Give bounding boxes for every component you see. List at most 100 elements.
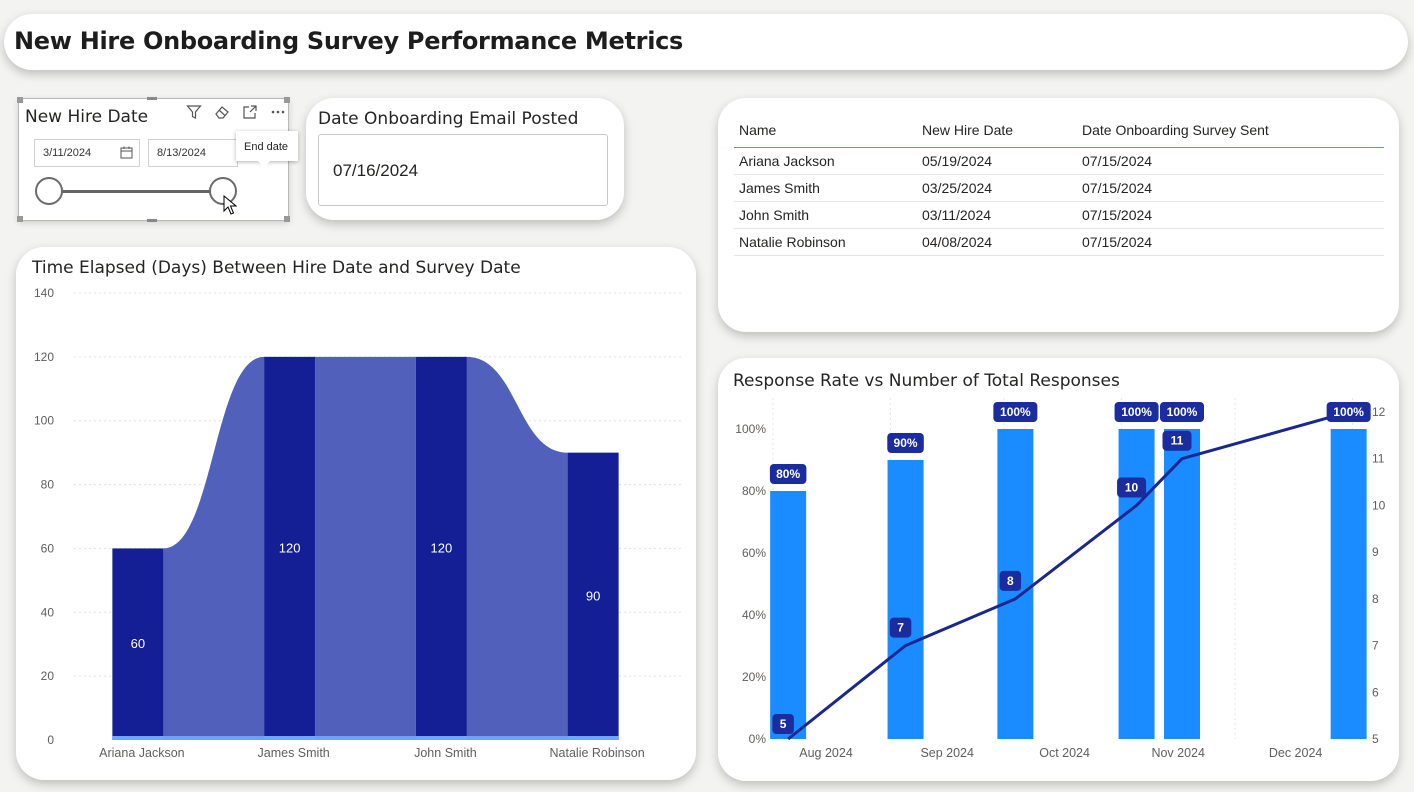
data-label: 90 bbox=[586, 588, 600, 603]
new-hire-table-card: Name New Hire Date Date Onboarding Surve… bbox=[718, 98, 1399, 332]
data-label: 120 bbox=[431, 540, 453, 555]
data-label: 5 bbox=[780, 717, 787, 731]
resize-handle[interactable] bbox=[284, 216, 290, 222]
time-elapsed-ribbon-chart[interactable]: 0 20 40 60 80 100 120 140 60 120 120 90 Ariana Jacks… bbox=[16, 247, 696, 780]
y-left-tick-label: 20% bbox=[742, 670, 766, 684]
x-tick-label: Dec 2024 bbox=[1269, 746, 1323, 760]
line-data-label: 7 bbox=[889, 617, 912, 638]
y-tick-label: 140 bbox=[34, 286, 54, 300]
bar[interactable] bbox=[264, 356, 316, 740]
y-tick-label: 80 bbox=[41, 478, 55, 492]
y-tick-label: 40 bbox=[41, 605, 55, 619]
ribbon-segment[interactable] bbox=[315, 356, 416, 740]
y-left-tick-label: 80% bbox=[742, 484, 766, 498]
bar-data-label: 90% bbox=[887, 433, 924, 453]
x-tick-label: Natalie Robinson bbox=[550, 746, 645, 760]
series-line[interactable] bbox=[787, 410, 1350, 741]
x-tick-label: Oct 2024 bbox=[1039, 746, 1090, 760]
y-right-tick-label: 7 bbox=[1372, 639, 1379, 653]
bar-data-label: 100% bbox=[993, 402, 1038, 422]
data-label-bg bbox=[993, 402, 1038, 422]
line-data-label: 8 bbox=[999, 570, 1022, 591]
x-tick-label: Sep 2024 bbox=[920, 746, 974, 760]
bar[interactable] bbox=[567, 452, 619, 740]
column-header-hire-date[interactable]: New Hire Date bbox=[917, 113, 1077, 148]
bar[interactable] bbox=[887, 460, 924, 739]
y-right-tick-label: 11 bbox=[1372, 452, 1385, 466]
tooltip-text: End date bbox=[244, 141, 289, 153]
page-title-bar: New Hire Onboarding Survey Performance M… bbox=[4, 14, 1408, 70]
table-cell: James Smith bbox=[734, 174, 917, 202]
resize-handle[interactable] bbox=[17, 97, 23, 103]
focus-mode-icon[interactable] bbox=[241, 103, 259, 121]
resize-handle[interactable] bbox=[147, 97, 157, 100]
data-label-bg bbox=[1117, 477, 1147, 498]
resize-handle[interactable] bbox=[147, 219, 157, 222]
bar[interactable] bbox=[770, 491, 807, 739]
x-tick-label: John Smith bbox=[414, 746, 477, 760]
onboarding-email-card: Date Onboarding Email Posted 07/16/2024 bbox=[306, 98, 624, 220]
resize-handle[interactable] bbox=[17, 216, 23, 222]
data-label: 100% bbox=[1000, 405, 1031, 419]
response-rate-combo-chart[interactable]: 0% 20% 40% 60% 80% 100% 5 6 7 8 9 10 11 12 Aug 2024 Sep… bbox=[718, 358, 1399, 781]
email-posted-date: 07/16/2024 bbox=[333, 161, 419, 180]
visual-header-icons bbox=[185, 103, 287, 121]
bar[interactable] bbox=[1164, 429, 1201, 739]
y-right-tick-label: 9 bbox=[1372, 545, 1379, 559]
end-slider-thumb[interactable] bbox=[209, 177, 237, 205]
start-date-input[interactable]: 3/11/2024 bbox=[34, 139, 140, 167]
start-date-value: 3/11/2024 bbox=[43, 147, 92, 159]
time-elapsed-chart-card: Time Elapsed (Days) Between Hire Date an… bbox=[16, 247, 696, 780]
y-right-tick-label: 10 bbox=[1372, 498, 1386, 512]
bar[interactable] bbox=[112, 548, 164, 740]
table-cell: 07/15/2024 bbox=[1077, 201, 1384, 229]
y-tick-label: 20 bbox=[41, 669, 55, 683]
data-label: 11 bbox=[1171, 434, 1184, 448]
bar[interactable] bbox=[1330, 429, 1367, 739]
line-data-label: 5 bbox=[772, 714, 794, 734]
x-tick-label: Ariana Jackson bbox=[99, 746, 185, 760]
data-label-bg bbox=[999, 570, 1022, 591]
y-right-tick-label: 12 bbox=[1372, 405, 1386, 419]
table-row[interactable]: Ariana Jackson 05/19/2024 07/15/2024 bbox=[734, 147, 1384, 175]
ribbon-segment[interactable] bbox=[163, 356, 265, 740]
y-left-tick-label: 100% bbox=[735, 422, 766, 436]
table-row[interactable]: James Smith 03/25/2024 07/15/2024 bbox=[734, 174, 1384, 202]
ribbon-segment[interactable] bbox=[466, 356, 568, 740]
y-tick-label: 0 bbox=[47, 733, 54, 747]
table-row[interactable]: John Smith 03/11/2024 07/15/2024 bbox=[734, 201, 1384, 229]
bar-data-label: 100% bbox=[1114, 402, 1159, 422]
data-label-bg bbox=[772, 714, 794, 734]
column-header-survey-sent[interactable]: Date Onboarding Survey Sent bbox=[1077, 113, 1384, 148]
data-label: 90% bbox=[894, 436, 918, 450]
table-cell: 03/25/2024 bbox=[917, 174, 1077, 202]
calendar-icon[interactable] bbox=[120, 146, 133, 162]
data-label: 100% bbox=[1121, 405, 1152, 419]
bar[interactable] bbox=[415, 356, 467, 740]
table-cell: 07/15/2024 bbox=[1077, 174, 1384, 202]
resize-handle[interactable] bbox=[284, 97, 290, 103]
date-range-slider-track[interactable] bbox=[49, 190, 223, 193]
end-date-input[interactable]: 8/13/2024 bbox=[148, 139, 238, 167]
data-label: 100% bbox=[1167, 405, 1198, 419]
more-options-icon[interactable] bbox=[269, 103, 287, 121]
bar[interactable] bbox=[1118, 429, 1155, 739]
start-slider-thumb[interactable] bbox=[35, 177, 63, 205]
bar-data-label: 100% bbox=[1160, 402, 1205, 422]
end-date-tooltip: End date bbox=[236, 131, 298, 167]
column-header-name[interactable]: Name bbox=[734, 113, 917, 148]
table-cell: 03/11/2024 bbox=[917, 201, 1077, 229]
table-cell: Ariana Jackson bbox=[734, 147, 917, 175]
table-row[interactable]: Natalie Robinson 04/08/2024 07/15/2024 bbox=[734, 228, 1384, 256]
table-cell: Natalie Robinson bbox=[734, 228, 917, 256]
end-date-value: 8/13/2024 bbox=[157, 147, 206, 159]
table-header-row: Name New Hire Date Date Onboarding Surve… bbox=[734, 113, 1384, 148]
eraser-icon[interactable] bbox=[213, 103, 231, 121]
chart-title: Response Rate vs Number of Total Respons… bbox=[733, 371, 1120, 391]
y-right-tick-label: 6 bbox=[1372, 685, 1379, 699]
y-right-tick-label: 5 bbox=[1372, 732, 1379, 746]
y-right-tick-label: 8 bbox=[1372, 592, 1379, 606]
y-tick-label: 100 bbox=[34, 414, 54, 428]
line-data-label: 11 bbox=[1162, 430, 1192, 451]
filter-icon[interactable] bbox=[185, 103, 203, 121]
